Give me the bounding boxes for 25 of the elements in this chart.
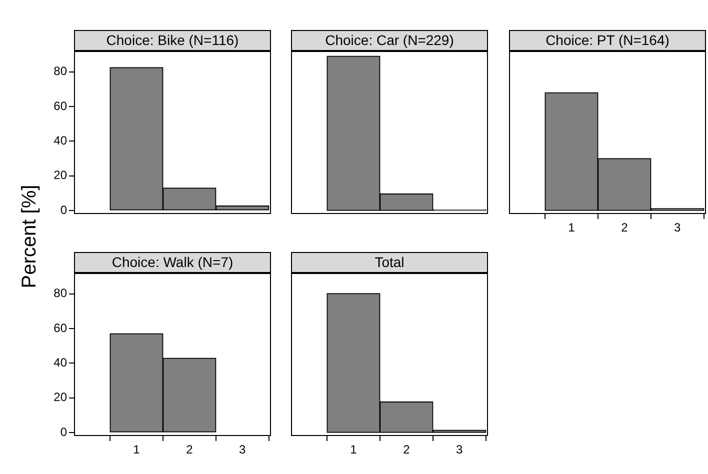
x-tick-label: 2 xyxy=(403,442,410,457)
chart-title: Choice: Walk (N=7) xyxy=(74,252,271,273)
chart-title: Choice: Car (N=229) xyxy=(291,30,488,51)
x-tick-label: 3 xyxy=(456,442,464,457)
y-tick-label: 60 xyxy=(54,320,68,335)
y-tick-label: 80 xyxy=(54,286,68,300)
y-axis-title: Percent [%] xyxy=(18,184,42,290)
x-tick-label: 2 xyxy=(186,442,194,457)
x-tick-label: 1 xyxy=(568,220,576,235)
y-tick-label: 0 xyxy=(60,202,68,217)
x-tick-label: 3 xyxy=(674,220,682,235)
y-tick-label: 40 xyxy=(54,355,68,370)
x-tick-label: 2 xyxy=(621,220,628,235)
chart-title: Total xyxy=(291,252,488,273)
x-tick-label: 3 xyxy=(239,442,246,457)
x-tick-label: 1 xyxy=(133,442,140,457)
chart-title: Choice: PT (N=164) xyxy=(509,30,706,51)
y-tick-label: 20 xyxy=(54,390,68,404)
y-tick-label: 20 xyxy=(54,168,68,182)
y-tick-label: 60 xyxy=(54,98,68,113)
y-tick-label: 80 xyxy=(54,64,68,78)
y-tick-label: 40 xyxy=(54,133,68,148)
y-tick-label: 0 xyxy=(60,424,68,439)
x-tick-label: 1 xyxy=(350,442,358,457)
chart-title: Choice: Bike (N=116) xyxy=(74,30,271,51)
